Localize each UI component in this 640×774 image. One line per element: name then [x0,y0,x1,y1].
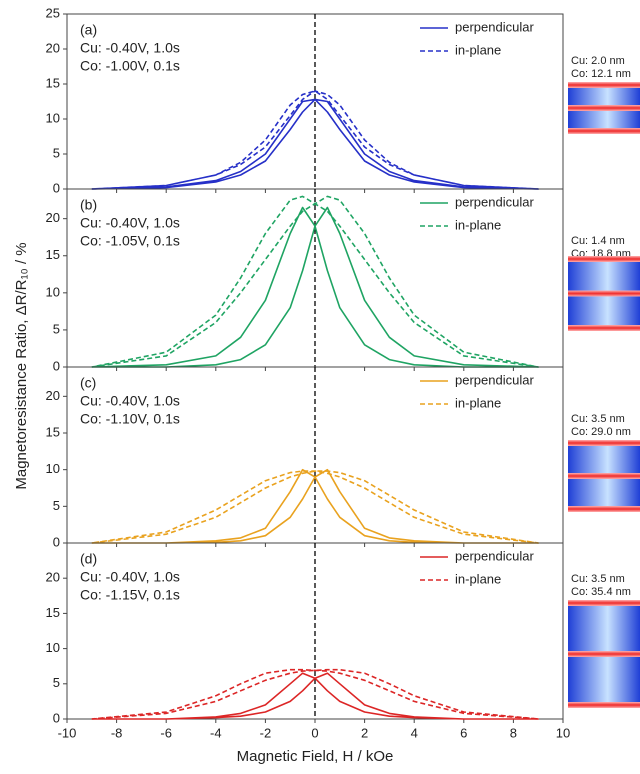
series-line [91,668,539,720]
annotation: Co: -1.05V, 0.1s [80,233,180,249]
x-tick-label: -6 [160,725,172,740]
x-tick-label: -10 [58,725,77,740]
x-axis-label: Magnetic Field, H / kOe [237,748,394,765]
annotation: (d) [80,551,97,567]
legend-label: perpendicular [455,372,534,387]
y-tick-label: 20 [46,570,60,585]
y-tick-label: 5 [53,675,60,690]
layer-cu [568,128,640,134]
x-tick-label: -2 [260,725,272,740]
x-tick-label: 4 [411,725,418,740]
annotation: (c) [80,375,96,391]
layer-cu [568,651,640,657]
legend-label: in-plane [455,42,501,57]
x-tick-label: 6 [460,725,467,740]
layer-cu [568,440,640,446]
y-tick-label: 15 [46,247,60,262]
legend-label: in-plane [455,571,501,586]
x-tick-label: -4 [210,725,222,740]
y-tick-label: 5 [53,145,60,160]
layer-cu [568,600,640,606]
y-tick-label: 0 [53,534,60,549]
y-tick-label: 20 [46,40,60,55]
y-tick-label: 0 [53,180,60,195]
legend-label: perpendicular [455,548,534,563]
y-tick-label: 15 [46,605,60,620]
y-tick-label: 15 [46,75,60,90]
side-label: Co: 29.0 nm [571,426,631,438]
y-tick-label: 0 [53,710,60,725]
layer-cu [568,325,640,331]
layer-cu [568,473,640,479]
series-line [91,672,539,720]
y-tick-label: 20 [46,210,60,225]
y-tick-label: 20 [46,388,60,403]
y-tick-label: 10 [46,461,60,476]
annotation: (a) [80,22,97,38]
legend-label: in-plane [455,217,501,232]
annotation: Cu: -0.40V, 1.0s [80,569,180,585]
layer-cu [568,82,640,88]
y-tick-label: 10 [46,640,60,655]
y-axis-label: Magnetoresistance Ratio, ΔR/R₁₀ / % [13,242,30,489]
layer-cu [568,702,640,708]
annotation: Co: -1.10V, 0.1s [80,411,180,427]
x-tick-label: 2 [361,725,368,740]
side-label: Cu: 3.5 nm [571,573,625,585]
layer-cu [568,256,640,262]
y-tick-label: 5 [53,321,60,336]
side-label: Co: 12.1 nm [571,68,631,80]
annotation: (b) [80,197,97,213]
annotation: Cu: -0.40V, 1.0s [80,215,180,231]
x-tick-label: 8 [510,725,517,740]
x-tick-label: 10 [556,725,570,740]
side-label: Co: 35.4 nm [571,586,631,598]
y-tick-label: 25 [46,5,60,20]
legend-label: in-plane [455,395,501,410]
annotation: Co: -1.15V, 0.1s [80,587,180,603]
legend-label: perpendicular [455,194,534,209]
side-label: Cu: 2.0 nm [571,55,625,67]
legend-label: perpendicular [455,19,534,34]
annotation: Cu: -0.40V, 1.0s [80,40,180,56]
y-tick-label: 5 [53,498,60,513]
y-tick-label: 10 [46,284,60,299]
side-label: Cu: 1.4 nm [571,235,625,247]
side-label: Cu: 3.5 nm [571,413,625,425]
x-tick-label: -8 [111,725,123,740]
layer-cu [568,290,640,297]
layer-cu [568,506,640,512]
annotation: Cu: -0.40V, 1.0s [80,393,180,409]
x-tick-label: 0 [311,725,318,740]
y-tick-label: 0 [53,358,60,373]
layer-cu [568,105,640,111]
y-tick-label: 10 [46,110,60,125]
annotation: Co: -1.00V, 0.1s [80,58,180,74]
y-tick-label: 15 [46,424,60,439]
